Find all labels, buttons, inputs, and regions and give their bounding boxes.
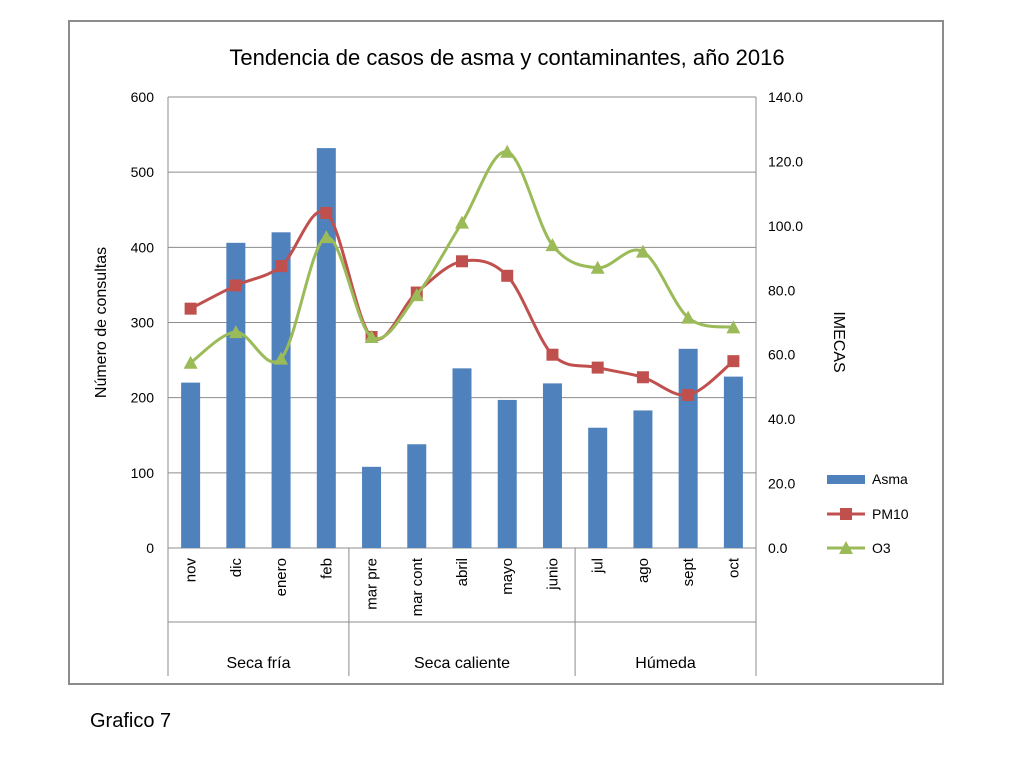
bar-asma-ago: [633, 410, 653, 548]
x-tick-label: oct: [725, 557, 742, 578]
point-pm10-dic: [229, 279, 242, 292]
y-tick-label: 0: [146, 540, 154, 556]
bar-asma-mar-pre: [362, 466, 382, 548]
bar-asma-mayo: [497, 399, 517, 548]
point-o3-jul: [590, 260, 605, 274]
x-tick-label: ago: [635, 558, 652, 583]
x-tick-label: abril: [454, 558, 471, 586]
point-o3-nov: [183, 355, 198, 369]
y2-tick-label: 40.0: [768, 411, 795, 427]
point-pm10-mayo: [501, 269, 514, 282]
point-pm10-feb: [320, 206, 333, 219]
y-tick-label: 300: [131, 315, 155, 331]
x-tick-label: mayo: [499, 558, 516, 595]
bar-asma-enero: [271, 232, 291, 549]
y-tick-label: 200: [131, 390, 155, 406]
y2-tick-label: 100.0: [768, 218, 803, 234]
x-tick-label: nov: [183, 558, 200, 583]
chart-title: Tendencia de casos de asma y contaminant…: [229, 45, 784, 70]
y2-tick-label: 80.0: [768, 282, 795, 298]
bar-asma-mar-cont: [407, 444, 427, 548]
point-o3-sept: [681, 310, 696, 324]
bar-asma-jul: [588, 427, 608, 548]
point-o3-junio: [545, 238, 560, 252]
point-pm10-oct: [727, 355, 740, 368]
legend-label-asma: Asma: [872, 471, 908, 487]
y2-tick-label: 120.0: [768, 153, 803, 169]
legend-marker-o3: [839, 541, 853, 554]
bar-asma-sept: [678, 348, 698, 548]
point-pm10-junio: [546, 348, 559, 361]
figure-caption: Grafico 7: [90, 710, 172, 732]
y2-tick-label: 60.0: [768, 347, 795, 363]
point-o3-abril: [455, 215, 469, 229]
y-tick-label: 500: [131, 164, 155, 180]
point-pm10-abril: [456, 255, 468, 268]
bar-asma-abril: [452, 368, 472, 548]
legend-swatch-asma: [827, 475, 865, 484]
point-pm10-enero: [275, 260, 288, 273]
y2-tick-label: 20.0: [768, 476, 795, 492]
x-tick-label: dic: [228, 558, 245, 578]
point-o3-mar-cont: [409, 288, 424, 302]
legend-marker-pm10: [840, 508, 852, 520]
point-o3-mayo: [500, 144, 515, 158]
chart: Tendencia de casos de asma y contaminant…: [93, 45, 909, 676]
bar-asma-nov: [181, 382, 201, 548]
bar-asma-feb: [316, 148, 336, 548]
x-tick-label: jul: [590, 558, 607, 574]
point-o3-mar-pre: [364, 329, 379, 343]
y-axis-label: Número de consultas: [93, 247, 110, 398]
legend-label-o3: O3: [872, 540, 891, 556]
point-o3-feb: [319, 230, 334, 244]
point-o3-enero: [274, 351, 289, 365]
group-label: Húmeda: [635, 655, 696, 672]
x-tick-label: enero: [273, 558, 290, 596]
point-o3-oct: [726, 320, 741, 334]
y2-tick-label: 140.0: [768, 89, 803, 105]
legend-label-pm10: PM10: [872, 506, 909, 522]
chart-frame: Tendencia de casos de asma y contaminant…: [68, 20, 944, 685]
bar-asma-dic: [226, 242, 246, 548]
x-tick-label: junio: [544, 558, 561, 591]
point-pm10-ago: [636, 371, 649, 384]
y-tick-label: 100: [131, 465, 155, 481]
point-o3-dic: [228, 325, 243, 339]
group-label: Seca caliente: [414, 655, 510, 672]
group-label: Seca fría: [226, 655, 290, 672]
bar-asma-junio: [542, 383, 562, 548]
y2-tick-label: 0.0: [768, 540, 788, 556]
point-pm10-sept: [682, 388, 695, 401]
x-tick-label: feb: [318, 558, 335, 579]
point-o3-ago: [635, 244, 650, 258]
x-tick-label: mar pre: [364, 558, 381, 610]
x-tick-label: mar cont: [409, 557, 426, 616]
point-pm10-jul: [591, 361, 604, 374]
y-tick-label: 600: [131, 89, 155, 105]
y-tick-label: 400: [131, 239, 155, 255]
y2-axis-label: IMECAS: [830, 311, 847, 372]
point-pm10-nov: [184, 302, 197, 315]
x-tick-label: sept: [680, 557, 697, 586]
bar-asma-oct: [723, 376, 743, 548]
